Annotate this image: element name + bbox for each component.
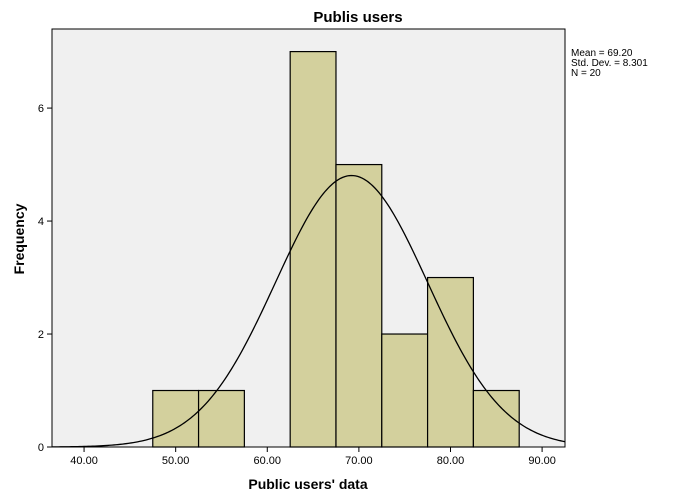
x-tick-label-5: 80.00 xyxy=(437,455,465,467)
y-tick-label-3: 4 xyxy=(38,216,44,228)
y-axis-title: Frequency xyxy=(11,203,27,274)
histogram-bar-4 xyxy=(289,50,337,448)
histogram-bar-2 xyxy=(197,389,245,448)
x-tick-label-6: 90.00 xyxy=(528,455,556,467)
y-tick-label-1: 0 xyxy=(38,442,44,454)
histogram-bar-7 xyxy=(426,276,474,448)
stats-box: Mean = 69.20 Std. Dev. = 8.301 N = 20 xyxy=(571,48,648,79)
x-axis-title: Public users' data xyxy=(248,476,367,492)
histogram-bar-6 xyxy=(381,333,429,448)
histogram-bar-5 xyxy=(335,163,383,448)
y-tick-label-4: 6 xyxy=(38,103,44,115)
stat-mean: Mean = 69.20 xyxy=(571,48,633,59)
stat-std-dev: Std. Dev. = 8.301 xyxy=(571,58,648,69)
x-tick-label-3: 60.00 xyxy=(254,455,282,467)
y-tick-label-2: 2 xyxy=(38,329,44,341)
x-tick-label-1: 40.00 xyxy=(70,455,98,467)
chart-title: Publis users xyxy=(313,9,402,26)
bars-layer xyxy=(152,50,520,448)
histogram-bar-1 xyxy=(152,389,200,448)
normal-curve xyxy=(51,174,566,448)
histogram-bar-8 xyxy=(472,389,520,448)
stat-n: N = 20 xyxy=(571,68,601,79)
x-tick-label-2: 50.00 xyxy=(162,455,190,467)
axes-layer: 40.00 50.00 60.00 70.00 80.00 90.00 0 2 4 6 xyxy=(38,103,556,467)
x-tick-label-4: 70.00 xyxy=(345,455,373,467)
